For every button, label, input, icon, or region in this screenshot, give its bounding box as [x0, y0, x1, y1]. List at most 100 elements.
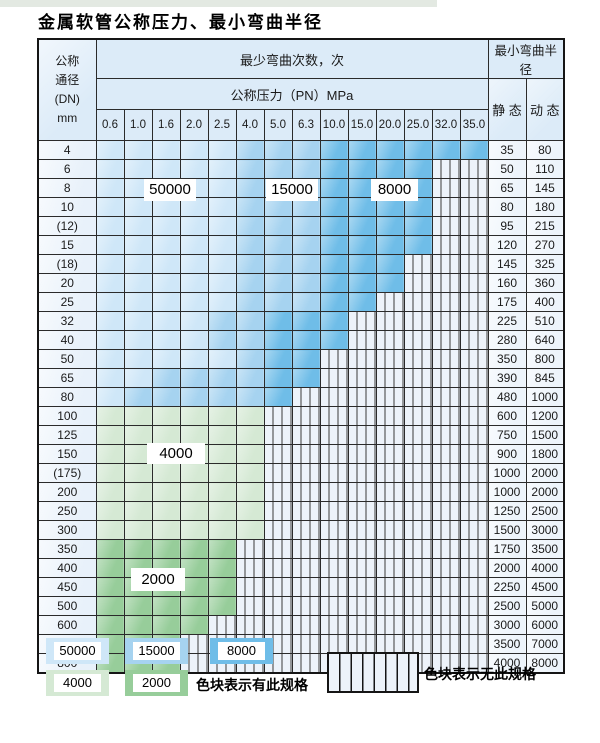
spec-cell: [179, 501, 209, 521]
spec-cell: [263, 140, 293, 160]
dn-cell: 600: [37, 615, 97, 635]
spec-cell: [235, 387, 265, 407]
spec-cell: [207, 558, 237, 578]
dn-cell: 300: [37, 520, 97, 540]
no-spec-cell: [235, 577, 265, 597]
no-spec-cell: [235, 615, 265, 635]
no-spec-cell: [319, 368, 349, 388]
corner-line: (DN): [54, 92, 80, 106]
table-row: 4 35 80: [37, 140, 565, 160]
no-spec-cell: [459, 368, 489, 388]
legend-swatch-8000: 8000: [210, 638, 273, 664]
dn-cell: 65: [37, 368, 97, 388]
spec-cell: [123, 501, 153, 521]
spec-cell: [291, 273, 321, 293]
table-row: (18) 145 325: [37, 254, 565, 274]
table-row: 250 1250 2500: [37, 501, 565, 521]
spec-cell: [95, 596, 125, 616]
static-radius-cell: 65: [487, 178, 527, 198]
no-spec-cell: [459, 216, 489, 236]
spec-cell: [207, 330, 237, 350]
no-spec-cell: [263, 596, 293, 616]
spec-cell: [123, 482, 153, 502]
no-spec-cell: [347, 463, 377, 483]
no-spec-cell: [375, 482, 405, 502]
no-spec-cell: [431, 197, 461, 217]
spec-cell: [347, 292, 377, 312]
pressure-tick: 6.3: [291, 109, 321, 141]
spec-cell: [95, 178, 125, 198]
dynamic-radius-cell: 510: [525, 311, 565, 331]
dn-cell: 150: [37, 444, 97, 464]
no-spec-cell: [319, 387, 349, 407]
dn-cell: 200: [37, 482, 97, 502]
spec-cell: [123, 387, 153, 407]
spec-cell: [207, 159, 237, 179]
no-spec-cell: [459, 501, 489, 521]
corner-line: 公称: [55, 53, 80, 68]
spec-cell: [95, 387, 125, 407]
no-spec-cell: [263, 406, 293, 426]
no-spec-cell: [319, 425, 349, 445]
no-spec-cell: [375, 520, 405, 540]
spec-cell: [319, 311, 349, 331]
no-spec-cell: [347, 520, 377, 540]
no-spec-cell: [403, 368, 433, 388]
spec-cell: [151, 140, 181, 160]
spec-cell: [291, 159, 321, 179]
spec-cell: [179, 387, 209, 407]
table-row: 32 225 510: [37, 311, 565, 331]
dynamic-radius-cell: 5000: [525, 596, 565, 616]
pressure-tick: 35.0: [459, 109, 489, 141]
dn-cell: 80: [37, 387, 97, 407]
no-spec-cell: [403, 292, 433, 312]
no-spec-cell: [403, 539, 433, 559]
no-spec-cell: [431, 349, 461, 369]
no-spec-cell: [459, 406, 489, 426]
static-radius-cell: 3500: [487, 634, 527, 654]
spec-cell: [235, 273, 265, 293]
spec-cell: [207, 216, 237, 236]
table-row: 10 80 180: [37, 197, 565, 217]
no-spec-cell: [403, 273, 433, 293]
corner-line: mm: [57, 111, 78, 126]
spec-cell: [207, 444, 237, 464]
table-row: 125 750 1500: [37, 425, 565, 445]
spec-cell: [207, 292, 237, 312]
spec-cell: [95, 482, 125, 502]
spec-cell: [347, 216, 377, 236]
no-spec-cell: [347, 330, 377, 350]
pressure-header: 公称压力（PN）MPa: [95, 78, 489, 110]
corner-line: 通径: [55, 72, 80, 87]
no-spec-cell: [431, 463, 461, 483]
no-spec-cell: [403, 520, 433, 540]
dynamic-radius-cell: 270: [525, 235, 565, 255]
spec-cell: [179, 159, 209, 179]
no-spec-cell: [319, 482, 349, 502]
spec-cell: [123, 444, 153, 464]
spec-cell: [95, 406, 125, 426]
spec-cell: [151, 254, 181, 274]
spec-cell: [207, 273, 237, 293]
no-spec-cell: [319, 539, 349, 559]
no-spec-cell: [347, 349, 377, 369]
spec-cell: [151, 197, 181, 217]
no-spec-cell: [347, 596, 377, 616]
no-spec-cell: [291, 539, 321, 559]
no-spec-cell: [431, 501, 461, 521]
spec-cell: [179, 463, 209, 483]
no-spec-cell: [375, 501, 405, 521]
spec-cell: [403, 216, 433, 236]
no-spec-cell: [319, 558, 349, 578]
spec-cell: [95, 349, 125, 369]
pressure-tick: 1.0: [123, 109, 153, 141]
static-radius-cell: 1000: [487, 463, 527, 483]
no-spec-cell: [459, 273, 489, 293]
no-spec-cell: [263, 558, 293, 578]
no-spec-cell: [263, 444, 293, 464]
no-spec-cell: [375, 615, 405, 635]
pressure-tick: 10.0: [319, 109, 349, 141]
spec-cell: [123, 254, 153, 274]
spec-cell: [207, 406, 237, 426]
legend-swatch-4000: 4000: [46, 670, 109, 696]
